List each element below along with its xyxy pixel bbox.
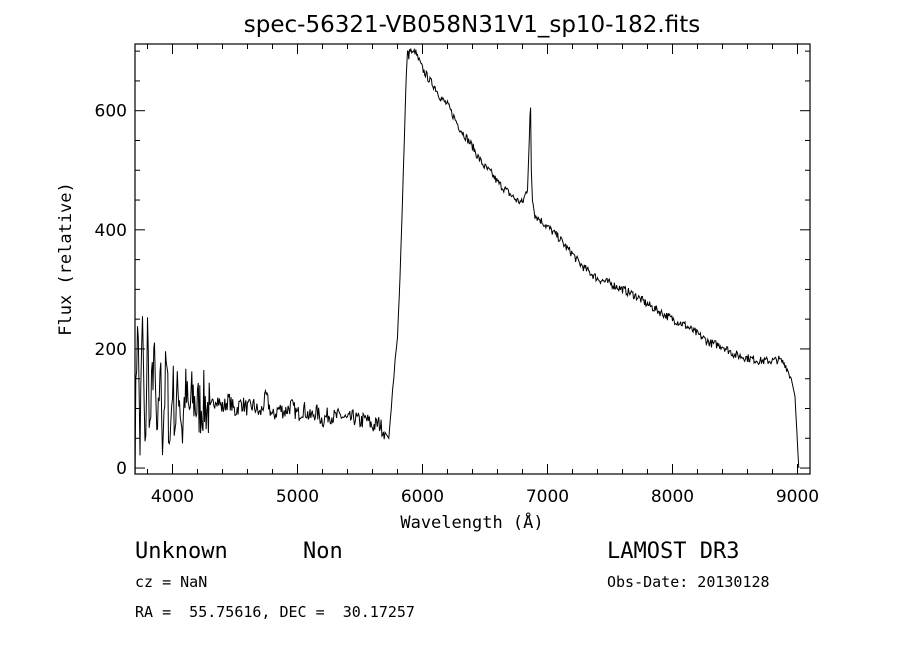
obs-date: Obs-Date: 20130128 [607, 573, 770, 591]
x-tick-label: 7000 [526, 487, 569, 507]
coordinates: RA = 55.75616, DEC = 30.17257 [135, 603, 415, 621]
axis-ticks [135, 44, 810, 474]
tick-labels: 4000 5000 6000 7000 8000 9000 0 200 400 600 [95, 102, 820, 507]
spectrum-line [135, 47, 800, 474]
x-tick-label: 5000 [276, 487, 319, 507]
plot-frame [134, 43, 811, 475]
survey-name: LAMOST DR3 [607, 539, 740, 564]
object-subclass: Non [303, 539, 343, 564]
chart-title: spec-56321-VB058N31V1_sp10-182.fits [244, 12, 700, 38]
y-tick-label: 0 [116, 459, 127, 479]
y-tick-label: 600 [95, 102, 127, 122]
object-class: Unknown [135, 539, 228, 564]
x-axis-label: Wavelength (Å) [400, 511, 543, 533]
x-tick-label: 6000 [401, 487, 444, 507]
x-tick-label: 9000 [776, 487, 819, 507]
cz-value: cz = NaN [135, 573, 208, 591]
x-tick-label: 4000 [151, 487, 194, 507]
y-axis-label: Flux (relative) [56, 182, 76, 336]
y-tick-label: 400 [95, 221, 127, 241]
x-tick-label: 8000 [651, 487, 694, 507]
y-tick-label: 200 [95, 340, 127, 360]
